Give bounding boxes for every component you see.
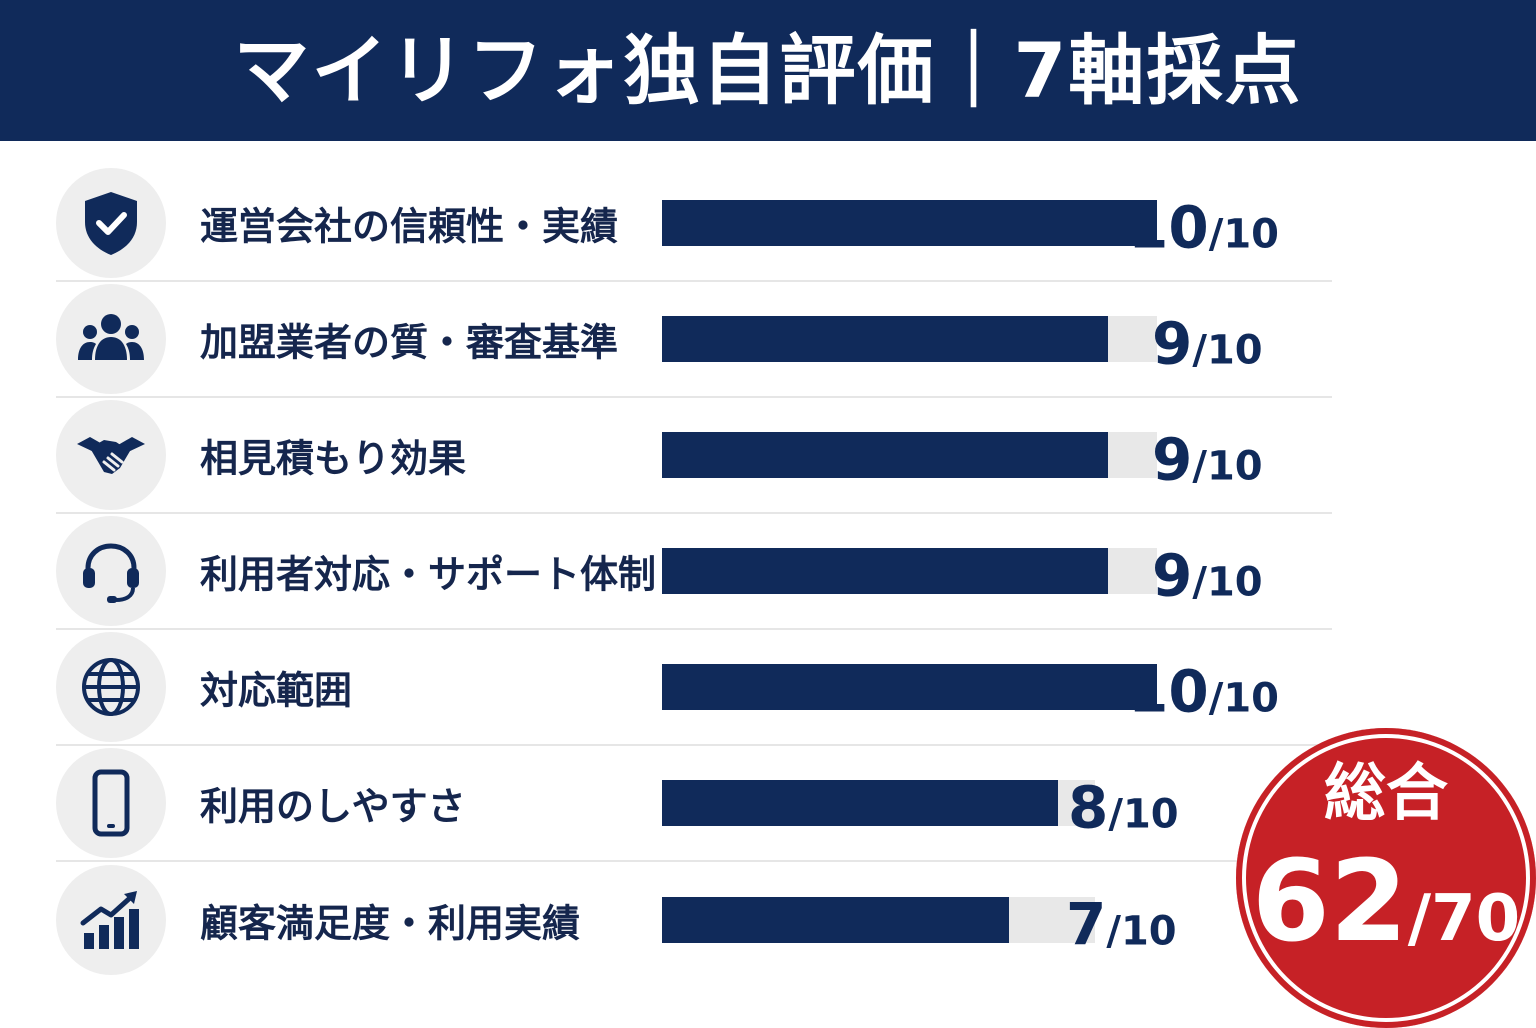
headset-icon [56, 516, 166, 626]
score-value: 10/10 [1128, 663, 1279, 721]
bar-fill [662, 548, 1108, 594]
row-label: 相見積もり効果 [200, 436, 467, 481]
score-denominator: /10 [1108, 791, 1179, 838]
score-number: 8 [1068, 773, 1109, 842]
handshake-icon [56, 400, 166, 510]
bar-track [662, 664, 1157, 710]
bar-track [662, 316, 1157, 362]
score-row: 運営会社の信頼性・実績 10/10 [56, 166, 1332, 282]
bar-fill [662, 664, 1157, 710]
bar-track [662, 200, 1157, 246]
score-number: 9 [1152, 425, 1193, 494]
score-denominator: /10 [1208, 675, 1279, 722]
score-number: 9 [1152, 309, 1193, 378]
score-number: 7 [1066, 890, 1107, 959]
total-label: 総合 [1323, 756, 1448, 829]
score-denominator: /10 [1192, 327, 1263, 374]
score-row: 利用のしやすさ 8/10 [56, 746, 1332, 862]
bar-track [662, 780, 1095, 826]
score-number: 10 [1128, 657, 1209, 726]
growth-chart-icon [56, 865, 166, 975]
row-label: 対応範囲 [200, 668, 353, 713]
bar-fill [662, 316, 1108, 362]
score-row: 対応範囲 10/10 [56, 630, 1332, 746]
bar-track [662, 548, 1157, 594]
score-number: 9 [1152, 541, 1193, 610]
bar-fill [662, 200, 1157, 246]
score-number: 10 [1128, 193, 1209, 262]
score-value: 8/10 [1068, 779, 1179, 837]
score-denominator: /10 [1192, 559, 1263, 606]
score-row: 加盟業者の質・審査基準 9/10 [56, 282, 1332, 398]
bar-fill [662, 897, 1009, 943]
globe-icon [56, 632, 166, 742]
score-row: 相見積もり効果 9/10 [56, 398, 1332, 514]
row-label: 加盟業者の質・審査基準 [200, 320, 619, 365]
bar-track [662, 432, 1157, 478]
total-denominator: /70 [1407, 882, 1521, 956]
score-denominator: /10 [1106, 908, 1177, 955]
row-label: 利用者対応・サポート体制 [200, 552, 657, 597]
header-banner: マイリフォ独自評価｜7軸採点 [0, 0, 1536, 141]
row-label: 利用のしやすさ [200, 784, 466, 829]
score-value: 10/10 [1128, 199, 1279, 257]
score-row: 顧客満足度・利用実績 7/10 [56, 862, 1332, 978]
bar-fill [662, 432, 1108, 478]
row-label: 顧客満足度・利用実績 [200, 901, 581, 946]
score-denominator: /10 [1208, 211, 1279, 258]
score-row: 利用者対応・サポート体制 9/10 [56, 514, 1332, 630]
row-label: 運営会社の信頼性・実績 [200, 204, 619, 249]
smartphone-icon [56, 748, 166, 858]
total-score: 62 [1251, 837, 1408, 967]
score-value: 7/10 [1066, 896, 1177, 954]
total-value: 62/70 [1236, 846, 1536, 958]
bar-fill [662, 780, 1058, 826]
total-score-badge: 総合 62/70 [1236, 728, 1536, 1028]
score-value: 9/10 [1152, 315, 1263, 373]
bar-track [662, 897, 1095, 943]
group-icon [56, 284, 166, 394]
score-value: 9/10 [1152, 431, 1263, 489]
page-title: マイリフォ独自評価｜7軸採点 [233, 25, 1303, 115]
score-value: 9/10 [1152, 547, 1263, 605]
score-denominator: /10 [1192, 443, 1263, 490]
shield-check-icon [56, 168, 166, 278]
